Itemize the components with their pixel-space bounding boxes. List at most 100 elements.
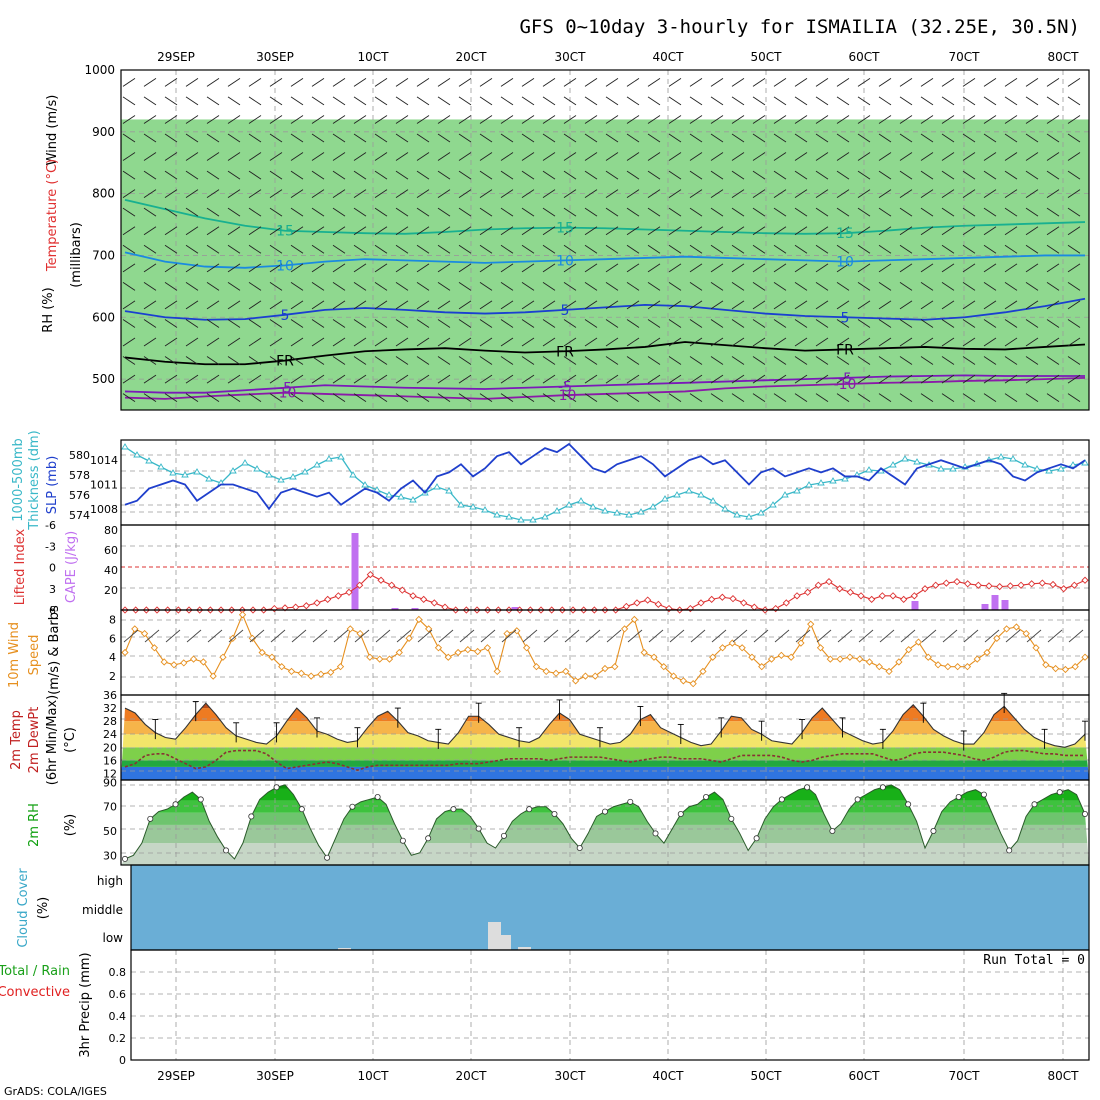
wind-barb (542, 263, 556, 273)
wind-barb (1025, 77, 1039, 87)
x-tick-label-bottom: 60CT (849, 1069, 881, 1083)
wind-barb (731, 393, 745, 403)
thickness-line-point (301, 468, 309, 475)
wind-barb (122, 152, 136, 161)
wind-barb (710, 226, 724, 236)
wind-barb (290, 96, 304, 106)
wind-barb (353, 77, 367, 87)
wind-speed-line-point (150, 644, 159, 652)
wind-barb (752, 356, 766, 365)
wind-barb (1004, 96, 1018, 106)
y-axis-label: (m/s) & Barbs (47, 605, 62, 695)
wind-speed-line-point (542, 667, 550, 676)
wind-barb (521, 263, 535, 273)
wind-barb (164, 244, 178, 254)
wind-barb (353, 337, 367, 347)
wind-barb (857, 170, 871, 180)
isotherm--10 (124, 376, 1086, 400)
wind-barb (227, 170, 241, 180)
wind-barb (1025, 96, 1039, 106)
wind-barb (332, 300, 346, 310)
wind-barb (354, 629, 370, 643)
wind-barb (458, 300, 472, 310)
wind-barb (311, 152, 325, 161)
wind-barb (332, 77, 346, 87)
wind-barb (500, 337, 514, 347)
wind-barb (395, 189, 409, 199)
wind-speed-line-point (699, 667, 707, 676)
y-axis-label: 2m Temp (9, 710, 24, 770)
y-axis-label: 1000-500mb (11, 438, 26, 522)
wind-barb (878, 170, 892, 180)
wind-barb (416, 115, 430, 124)
wind-barb (668, 189, 682, 199)
wind-barb (1046, 374, 1060, 384)
wind-speed-line-point (395, 648, 403, 657)
thickness-line-point (397, 493, 405, 500)
wind-barb (941, 393, 955, 403)
wind-barb (1025, 337, 1039, 347)
wind-barb (689, 337, 703, 347)
wind-barb (941, 152, 955, 161)
pressure-tick-label: 600 (92, 310, 115, 324)
wind-barb (353, 356, 367, 365)
wind-barb (416, 374, 430, 384)
wind-barb (668, 356, 682, 365)
wind-barb (605, 319, 619, 328)
wind-barb (227, 374, 241, 384)
wind-barb (395, 170, 409, 180)
wind-barb (984, 629, 1000, 643)
wind-barb (1025, 152, 1039, 161)
wind-barb (500, 96, 514, 106)
wind-barb (185, 170, 199, 180)
wind-barb (626, 319, 640, 328)
wind-barb (962, 300, 976, 310)
wind-barb (479, 226, 493, 236)
wind-speed-line-point (914, 638, 923, 646)
wind-barb (416, 189, 430, 199)
wind-barb (1025, 244, 1039, 254)
rh-point (930, 828, 937, 835)
wind-barb (416, 281, 430, 291)
x-tick-label-top: 50CT (751, 50, 783, 64)
wind-barb (227, 207, 241, 217)
wind-barb (773, 133, 787, 143)
run-total-label: Run Total = 0 (983, 953, 1085, 968)
wind-barb (941, 244, 955, 254)
rh-point (854, 796, 861, 803)
lifted-index-line-point (910, 592, 918, 600)
wind-barb (416, 226, 430, 236)
lifted-index-line-point (334, 592, 342, 600)
rh-point (829, 828, 836, 835)
wind-barb (962, 133, 976, 143)
wind-barb (815, 226, 829, 236)
wind-barb (899, 374, 913, 384)
wind-barb (500, 300, 514, 310)
wind-barb (122, 263, 136, 273)
lifted-index-line-point (953, 578, 961, 586)
wind-barb (983, 244, 997, 254)
wind-barb (438, 629, 454, 643)
wind-speed-line-point (513, 627, 521, 635)
x-tick-label-bottom: 29SEP (157, 1069, 195, 1083)
rh-tick-label: 90 (103, 776, 117, 789)
wind-barb (353, 244, 367, 254)
lifted-index-tick-label: -6 (45, 519, 56, 532)
wind-barb (206, 226, 220, 236)
thickness-line-point (661, 495, 669, 502)
wind-barb (605, 281, 619, 291)
wind-barb (416, 319, 430, 328)
wind-barb (332, 170, 346, 180)
thickness-line-point (745, 513, 753, 520)
thickness-line-point (385, 491, 393, 498)
wind-barb (1025, 263, 1039, 273)
wind-barb (815, 77, 829, 87)
wind-barb (584, 207, 598, 217)
wind-barb (563, 281, 577, 291)
isotherm-15 (124, 198, 1086, 235)
wind-speed-line-point (865, 658, 874, 666)
wind-barb (731, 356, 745, 365)
rh-point (223, 847, 230, 854)
wind-barb (1004, 77, 1018, 87)
wind-barb (1025, 133, 1039, 143)
